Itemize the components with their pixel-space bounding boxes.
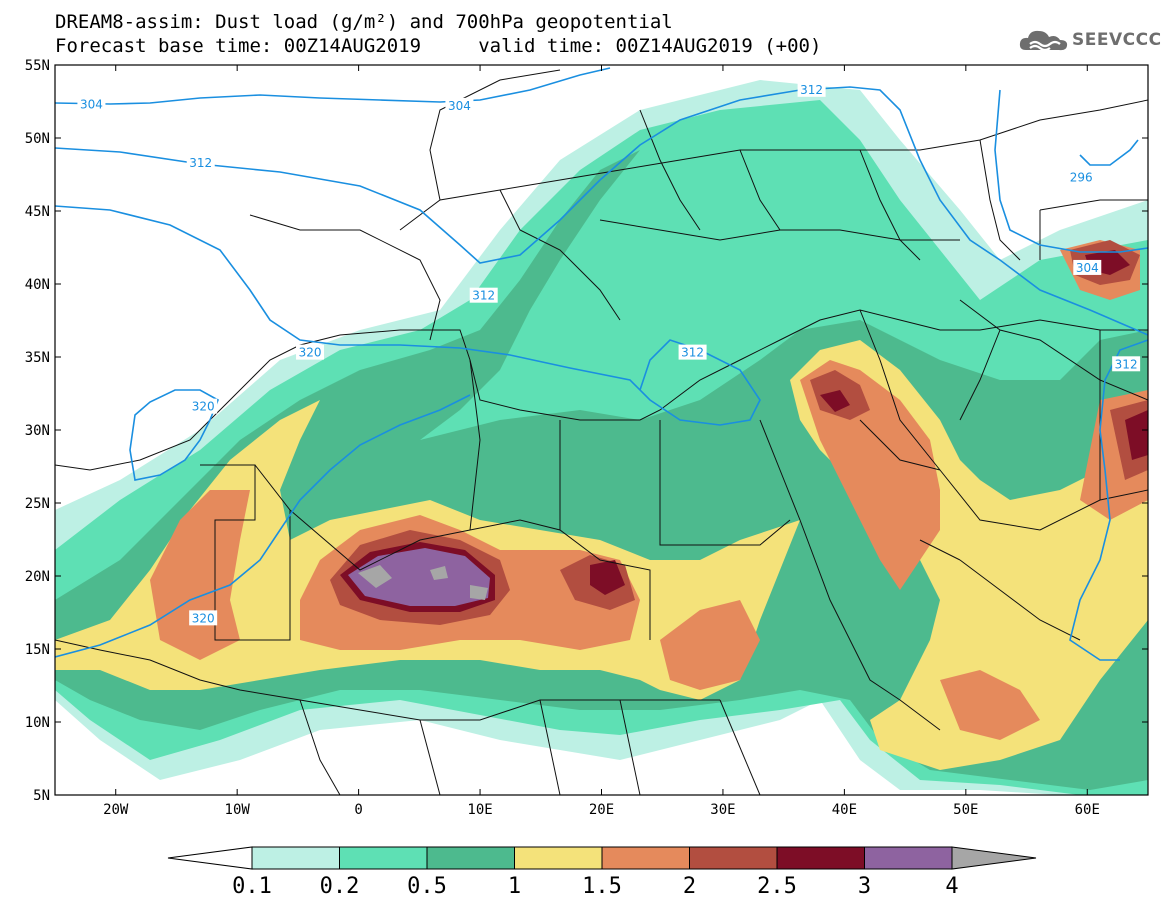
- forecast-time-line: Forecast base time: 00Z14AUG2019 valid t…: [55, 35, 822, 57]
- contour-label-bg: [1073, 259, 1102, 275]
- longitude-axis: 20W 10W 0 10E 20E 30E 40E 50E 60E: [103, 65, 1100, 818]
- contour-312-east: [1069, 339, 1148, 661]
- lon-tick-label: 20E: [589, 802, 614, 818]
- colorbar-level-label: 3: [858, 874, 871, 899]
- contour-label-bg: [678, 344, 707, 360]
- lat-tick-label: 35N: [25, 350, 50, 366]
- contour-label-bg: [296, 344, 325, 360]
- lon-tick-label: 10W: [225, 802, 251, 818]
- lon-tick-label: 30E: [710, 802, 735, 818]
- lat-tick-label: 45N: [25, 204, 50, 220]
- lon-tick-label: 50E: [953, 802, 978, 818]
- colorbar-level-label: 0.2: [320, 874, 360, 899]
- contour-label-bg: [797, 81, 826, 97]
- contour-label: 296: [1070, 170, 1093, 184]
- lat-tick-label: 55N: [25, 58, 50, 74]
- dust-field-layer: [55, 80, 1148, 795]
- lon-tick-label: 60E: [1075, 802, 1100, 818]
- latitude-axis: 55N 50N 45N 40N 35N 30N 25N 20N 15N 10N 5N: [25, 58, 1148, 804]
- colorbar-level-label: 0.1: [232, 874, 272, 899]
- contour-label: 312: [681, 346, 704, 360]
- colorbar-box: [601, 846, 690, 870]
- contour-304-west: [55, 67, 611, 105]
- contour-312-north: [55, 86, 1148, 336]
- seevccc-logo: SEEVCCC: [1018, 26, 1161, 56]
- contour-label-bg: [445, 97, 474, 113]
- colorbar-over-triangle: [951, 846, 1037, 870]
- colorbar-box: [426, 846, 515, 870]
- lat-tick-label: 50N: [25, 131, 50, 147]
- contour-label: 312: [189, 156, 212, 170]
- contour-label-bg: [1067, 169, 1096, 185]
- contour-320-north: [55, 205, 761, 426]
- colorbar-level-label: 2.5: [757, 874, 797, 899]
- lat-tick-label: 30N: [25, 423, 50, 439]
- colorbar-box: [251, 846, 340, 870]
- contour-label-bg: [77, 96, 106, 112]
- contour-label-bg: [1112, 356, 1141, 372]
- contour-296: [1079, 139, 1139, 166]
- contour-label-bg: [189, 610, 218, 626]
- country-borders: [55, 69, 1148, 795]
- lon-tick-label: 10E: [467, 802, 492, 818]
- contour-label: 320: [192, 611, 215, 625]
- contour-label: 312: [1115, 357, 1138, 371]
- lon-tick-label: 40E: [832, 802, 857, 818]
- lat-tick-label: 40N: [25, 277, 50, 293]
- lat-tick-label: 25N: [25, 496, 50, 512]
- lat-tick-label: 15N: [25, 642, 50, 658]
- colorbar: 0.1 0.2 0.5 1 1.5 2 2.5 3 4: [167, 846, 1037, 899]
- colorbar-level-label: 1.5: [582, 874, 622, 899]
- contour-label-bg: [469, 287, 498, 303]
- geopotential-contours: [55, 67, 1148, 661]
- colorbar-under-triangle: [167, 846, 253, 870]
- colorbar-level-label: 0.5: [407, 874, 447, 899]
- logo-text: SEEVCCC: [1072, 30, 1162, 50]
- contour-label: 312: [800, 83, 823, 97]
- map-title: DREAM8-assim: Dust load (g/m²) and 700hP…: [55, 11, 673, 33]
- contour-label: 304: [80, 97, 103, 111]
- map-plot-area: [55, 65, 1148, 795]
- lon-tick-label: 20W: [103, 802, 129, 818]
- colorbar-level-label: 2: [683, 874, 696, 899]
- contour-label: 312: [472, 289, 495, 303]
- colorbar-level-label: 1: [508, 874, 521, 899]
- colorbar-box: [776, 846, 865, 870]
- contour-label: 320: [299, 346, 322, 360]
- colorbar-box: [514, 846, 603, 870]
- contour-320-loop: [129, 389, 220, 481]
- colorbar-box: [689, 846, 778, 870]
- contour-320-south: [55, 394, 471, 658]
- contour-label: 320: [192, 400, 215, 414]
- cloud-logo-icon: [1019, 30, 1068, 52]
- colorbar-level-label: 4: [945, 874, 958, 899]
- dust-region-3: [348, 548, 490, 606]
- colorbar-box: [864, 846, 953, 870]
- lon-tick-label: 0: [354, 802, 362, 818]
- contour-label-bg: [186, 154, 215, 170]
- contour-label: 304: [1076, 261, 1099, 275]
- contour-304-east: [994, 89, 1148, 253]
- lat-tick-label: 5N: [33, 788, 50, 804]
- lat-tick-label: 10N: [25, 715, 50, 731]
- dust-region-4: [358, 565, 488, 600]
- contour-label-layer: 304 304 312 312 296 304 312 320 312 312 320 320: [77, 81, 1141, 626]
- lat-tick-label: 20N: [25, 569, 50, 585]
- colorbar-box: [339, 846, 428, 870]
- contour-label: 304: [448, 99, 471, 113]
- contour-label-bg: [189, 398, 218, 414]
